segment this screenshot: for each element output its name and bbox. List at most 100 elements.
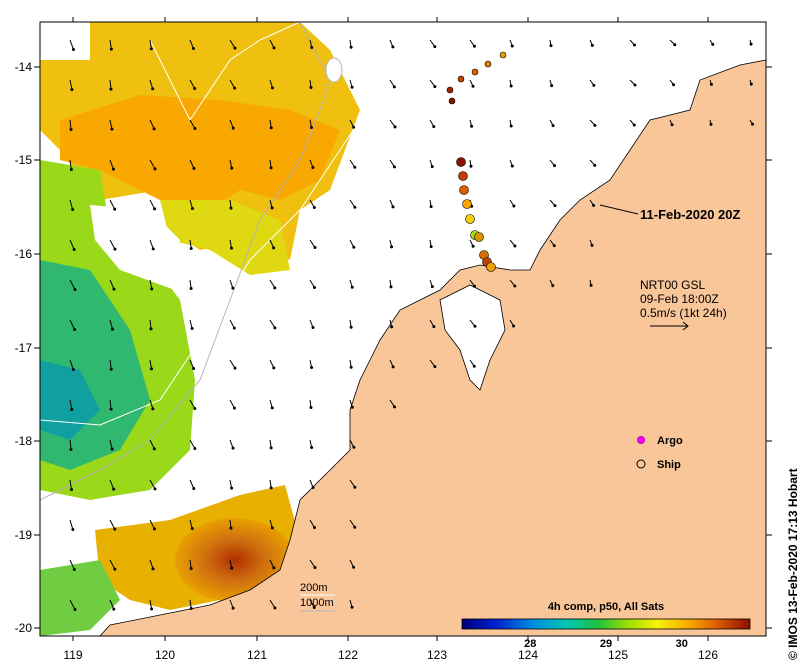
wind-vector bbox=[189, 359, 195, 369]
wind-vector-head bbox=[469, 164, 473, 168]
wind-vector-head bbox=[152, 527, 156, 531]
wind-vector bbox=[189, 39, 194, 49]
imos-credit: © IMOS 13-Feb-2020 17:13 Hobart bbox=[786, 468, 800, 660]
wind-vector bbox=[69, 119, 72, 130]
lat-tick-label: -20 bbox=[15, 621, 33, 635]
wind-vector-head bbox=[589, 283, 593, 287]
wind-vector-head bbox=[233, 86, 237, 90]
lat-tick-label: -16 bbox=[15, 247, 33, 261]
wind-vector-head bbox=[310, 46, 314, 50]
wind-vector-head bbox=[510, 164, 514, 168]
lon-tick-label: 121 bbox=[247, 648, 267, 662]
wind-vector-head bbox=[311, 486, 315, 490]
wind-vector-head bbox=[352, 245, 356, 249]
wind-vector-head bbox=[71, 47, 75, 51]
wind-vector-head bbox=[633, 83, 637, 87]
wind-vector-head bbox=[149, 327, 153, 331]
wind-vector bbox=[109, 39, 112, 50]
wind-vector-head bbox=[193, 127, 197, 130]
wind-vector-head bbox=[272, 46, 276, 50]
wind-vector bbox=[149, 239, 154, 249]
wind-vector-head bbox=[473, 324, 477, 328]
wind-vector-head bbox=[112, 287, 116, 291]
wind-vector-head bbox=[111, 167, 115, 171]
wind-vector-head bbox=[273, 326, 277, 330]
wind-vector-head bbox=[353, 525, 357, 529]
wind-vector bbox=[69, 239, 75, 250]
wind-vector-head bbox=[311, 166, 315, 170]
wind-vector-head bbox=[69, 447, 73, 451]
wind-vector-head bbox=[553, 204, 557, 208]
wind-vector-head bbox=[110, 127, 114, 131]
lon-tick-label: 126 bbox=[698, 648, 718, 662]
wind-vector bbox=[69, 519, 74, 530]
wind-vector-head bbox=[632, 123, 636, 127]
wind-vector-head bbox=[73, 327, 77, 331]
wind-vector-head bbox=[231, 286, 235, 290]
wind-vector-head bbox=[711, 42, 715, 46]
wind-vector bbox=[189, 79, 196, 89]
wind-vector-head bbox=[269, 446, 273, 450]
ship-track bbox=[446, 51, 507, 272]
wind-vector-head bbox=[193, 447, 197, 450]
wind-vector-head bbox=[313, 246, 317, 250]
wind-vector-head bbox=[590, 43, 594, 47]
wind-vectors bbox=[69, 39, 755, 611]
ship-marker-point bbox=[448, 97, 456, 105]
wind-vector-head bbox=[310, 366, 314, 370]
wind-vector-head bbox=[311, 326, 315, 330]
wind-vector-head bbox=[273, 606, 277, 610]
wind-vector-head bbox=[69, 167, 73, 171]
wind-vector-head bbox=[310, 446, 314, 450]
wind-vector-head bbox=[352, 125, 356, 129]
wind-vector-head bbox=[352, 565, 356, 569]
wind-vector bbox=[69, 399, 73, 410]
wind-vector-head bbox=[309, 406, 313, 410]
wind-vector-head bbox=[151, 407, 155, 411]
wind-vector-head bbox=[429, 205, 433, 209]
wind-vector-head bbox=[391, 45, 395, 49]
wind-vector-head bbox=[70, 87, 74, 91]
wind-vector-head bbox=[471, 84, 475, 88]
wind-vector-head bbox=[430, 165, 434, 169]
wind-vector-head bbox=[350, 605, 354, 609]
ship-marker-point bbox=[446, 86, 454, 94]
wind-vector bbox=[149, 399, 154, 409]
ship-marker-point bbox=[458, 171, 468, 181]
wind-vector bbox=[269, 319, 276, 329]
lat-tick-label: -15 bbox=[15, 153, 33, 167]
ship-marker-point bbox=[484, 60, 492, 68]
wind-vector-head bbox=[189, 247, 193, 250]
wind-vector-head bbox=[270, 206, 274, 210]
ship-time-label: 11-Feb-2020 20Z bbox=[640, 207, 741, 222]
cloud-gap bbox=[90, 205, 180, 290]
wind-vector bbox=[109, 279, 115, 290]
wind-vector-head bbox=[313, 566, 317, 570]
wind-vector-head bbox=[69, 127, 73, 131]
wind-vector bbox=[229, 39, 236, 49]
wind-vector-head bbox=[551, 124, 555, 128]
wind-vector-head bbox=[509, 124, 513, 128]
wind-vector-head bbox=[391, 205, 395, 209]
wind-vector-head bbox=[749, 42, 753, 46]
wind-vector bbox=[149, 159, 156, 170]
ship-marker-point bbox=[474, 232, 484, 242]
wind-vector-head bbox=[191, 47, 195, 50]
ship-marker-point bbox=[462, 199, 472, 209]
wind-vector-head bbox=[392, 85, 396, 89]
wind-vector bbox=[189, 439, 196, 449]
wind-vector-head bbox=[153, 487, 157, 491]
ship-marker bbox=[636, 459, 646, 469]
wind-vector-head bbox=[432, 325, 436, 329]
wind-vector-head bbox=[110, 327, 114, 331]
wind-vector-head bbox=[71, 367, 75, 371]
wind-vector bbox=[69, 199, 74, 210]
wind-vector-head bbox=[309, 126, 313, 130]
lon-tick-label: 123 bbox=[427, 648, 447, 662]
wind-vector bbox=[229, 319, 235, 329]
wind-time-label: 09-Feb 18:00Z bbox=[640, 292, 719, 306]
wind-vector bbox=[189, 119, 196, 129]
wind-vector bbox=[69, 599, 76, 610]
wind-vector-head bbox=[189, 567, 193, 570]
wind-vector-head bbox=[353, 205, 357, 209]
